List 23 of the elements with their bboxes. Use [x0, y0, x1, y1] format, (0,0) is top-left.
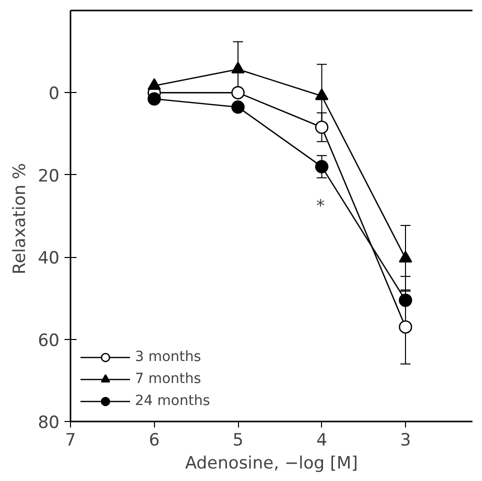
x-tick-label: 5 [232, 430, 244, 450]
x-axis-title: Adenosine, −log [M] [185, 454, 358, 474]
legend-label: 24 months [135, 393, 210, 409]
y-tick-label: 20 [38, 166, 60, 186]
point [315, 160, 328, 174]
x-tick-label: 7 [65, 430, 76, 450]
y-tick-label: 80 [38, 413, 60, 433]
y-axis-title: Relaxation % [10, 163, 30, 274]
point [148, 92, 161, 106]
point [231, 86, 245, 100]
legend-label: 3 months [135, 349, 202, 365]
x-tick-label: 6 [148, 430, 160, 450]
x-tick-label: 4 [316, 430, 328, 450]
point [398, 320, 412, 334]
legend-label: 7 months [135, 371, 202, 387]
point [398, 294, 412, 307]
x-tick-label: 3 [400, 430, 411, 450]
y-tick-label: 60 [38, 330, 60, 351]
point [231, 100, 245, 114]
y-tick-label: 40 [38, 248, 60, 269]
point [315, 120, 328, 134]
y-tick-label: 0 [48, 84, 60, 104]
annotation: * [316, 196, 325, 216]
